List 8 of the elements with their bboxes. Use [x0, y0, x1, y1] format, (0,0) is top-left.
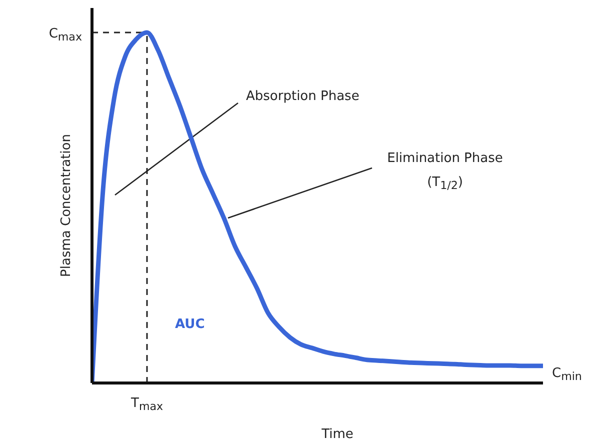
y-axis-title: Plasma Concentration	[59, 134, 74, 277]
text: C$_{min}$	[552, 366, 582, 384]
x-axis-title: Time	[320, 427, 354, 442]
annotation: Elimination Phase (T$_{1/2}$)	[387, 151, 503, 192]
annotation: AUC	[175, 317, 205, 332]
ref-line-label: C$_{max}$	[48, 26, 82, 44]
text: T$_{max}$	[130, 396, 164, 414]
annotation: Absorption Phase	[246, 89, 360, 104]
